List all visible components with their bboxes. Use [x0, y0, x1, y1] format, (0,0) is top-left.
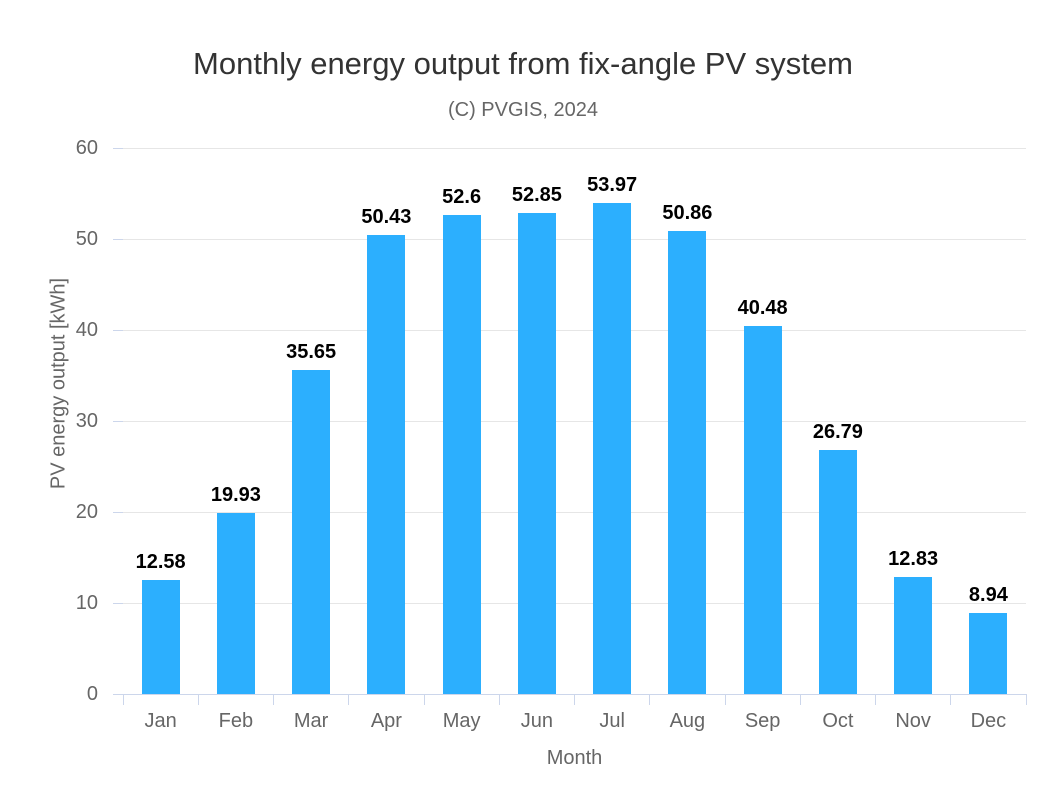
- x-tick-label: Aug: [669, 710, 706, 732]
- chart-title: Monthly energy output from fix-angle PV …: [193, 46, 853, 81]
- x-tick-mark: [875, 695, 876, 705]
- bar-may[interactable]: [442, 215, 481, 694]
- bar-value-label: 52.85: [511, 184, 562, 207]
- x-axis-title: Month: [546, 747, 603, 769]
- y-gridline: [123, 420, 1026, 422]
- bar-sep[interactable]: [743, 325, 782, 694]
- x-tick-label: Oct: [822, 710, 854, 732]
- y-gridline: [123, 238, 1026, 240]
- y-tick-label: 20: [75, 501, 98, 523]
- bar-value-label: 50.86: [662, 202, 713, 225]
- bar-nov[interactable]: [894, 577, 933, 694]
- y-tick-mark: [113, 511, 123, 513]
- x-tick-mark: [197, 695, 199, 705]
- bar-apr[interactable]: [367, 235, 406, 694]
- y-axis-title: PV energy output [kWh]: [47, 277, 70, 490]
- bar-value-label: 50.43: [361, 206, 412, 229]
- bar-value-label: 8.94: [968, 583, 1008, 606]
- bar-value-label: 35.65: [286, 340, 337, 363]
- y-tick-label: 10: [75, 592, 98, 614]
- chart-subtitle: (C) PVGIS, 2024: [447, 99, 599, 121]
- x-tick-label: Sep: [744, 710, 781, 732]
- y-gridline: [123, 602, 1026, 604]
- y-tick-mark: [113, 693, 123, 695]
- x-tick-mark: [724, 695, 726, 705]
- y-tick-label: 60: [75, 137, 98, 159]
- x-tick-label: Jul: [599, 710, 625, 732]
- y-tick-label: 0: [86, 683, 98, 705]
- y-gridline: [123, 147, 1026, 149]
- y-tick-mark: [113, 329, 123, 331]
- bar-dec[interactable]: [969, 612, 1008, 694]
- y-tick-label: 50: [75, 228, 98, 250]
- x-tick-label: Apr: [370, 710, 402, 732]
- x-tick-mark: [498, 695, 500, 705]
- x-tick-mark: [649, 695, 651, 705]
- bar-jun[interactable]: [517, 213, 556, 694]
- x-axis-line: [123, 694, 1027, 695]
- y-tick-label: 40: [75, 319, 98, 341]
- x-tick-mark: [799, 695, 801, 705]
- bar-oct[interactable]: [818, 450, 857, 694]
- x-tick-mark: [423, 695, 425, 705]
- x-tick-mark: [348, 695, 350, 705]
- x-tick-label: Mar: [293, 710, 329, 732]
- x-tick-label: Nov: [895, 710, 931, 732]
- y-gridline: [123, 511, 1026, 513]
- x-tick-mark: [122, 695, 124, 705]
- x-tick-mark: [574, 695, 575, 705]
- bar-jan[interactable]: [141, 579, 180, 694]
- bar-value-label: 12.83: [888, 548, 939, 571]
- x-tick-mark: [273, 695, 274, 705]
- plot-area: [123, 147, 1026, 694]
- bar-value-label: 52.6: [442, 186, 482, 209]
- bar-jul[interactable]: [593, 202, 632, 694]
- bar-aug[interactable]: [668, 231, 707, 694]
- bar-value-label: 26.79: [812, 421, 863, 444]
- bar-value-label: 40.48: [737, 296, 788, 319]
- y-tick-label: 30: [75, 410, 98, 432]
- x-tick-label: Feb: [218, 710, 254, 732]
- y-tick-mark: [113, 238, 123, 240]
- x-tick-mark: [950, 695, 952, 705]
- bar-value-label: 53.97: [587, 173, 638, 196]
- bar-mar[interactable]: [292, 369, 331, 694]
- x-tick-label: May: [442, 710, 481, 732]
- x-tick-mark: [1025, 695, 1027, 705]
- y-tick-mark: [113, 147, 123, 149]
- bar-value-label: 12.58: [135, 550, 186, 573]
- x-tick-label: Jan: [144, 710, 177, 732]
- y-tick-mark: [113, 420, 123, 422]
- y-gridline: [123, 329, 1026, 331]
- x-tick-label: Jun: [520, 710, 553, 732]
- bar-value-label: 19.93: [210, 483, 261, 506]
- bar-feb[interactable]: [216, 512, 255, 694]
- y-tick-mark: [113, 602, 123, 604]
- x-tick-label: Dec: [970, 710, 1007, 732]
